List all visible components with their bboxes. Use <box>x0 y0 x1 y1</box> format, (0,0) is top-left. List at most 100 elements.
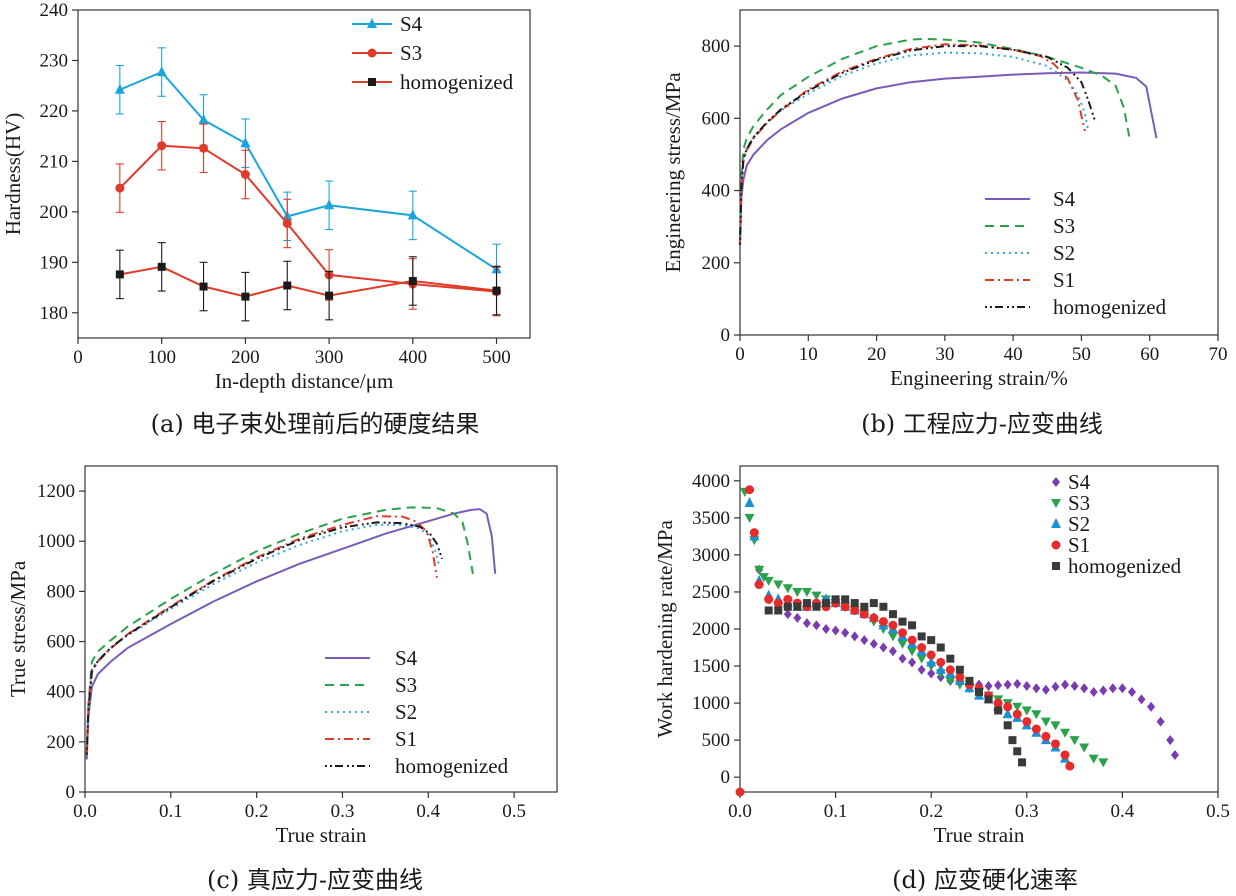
data-point <box>984 695 993 704</box>
data-point <box>908 621 917 630</box>
data-point <box>869 599 878 608</box>
x-tick-label: 0.0 <box>728 801 752 822</box>
data-point <box>198 114 209 125</box>
data-point <box>1127 686 1136 697</box>
x-tick-label: 0.5 <box>1206 801 1230 822</box>
data-point <box>802 618 811 629</box>
data-point <box>754 565 765 575</box>
series-S3 <box>85 506 474 755</box>
data-point <box>492 286 501 295</box>
data-point <box>945 676 956 686</box>
data-point <box>282 218 292 228</box>
y-tick-label: 0 <box>721 767 731 788</box>
legend-label-S2: S2 <box>1068 512 1090 536</box>
data-point <box>1118 683 1127 694</box>
data-point <box>888 610 897 619</box>
data-point <box>773 580 784 590</box>
data-point <box>408 276 417 285</box>
data-point <box>869 613 879 623</box>
data-point <box>859 609 869 619</box>
panel-b-engineering-stress-strain: 0 10 20 30 40 50 60 70 0 200 400 600 800 Engineering … <box>661 9 1228 390</box>
x-tick-label: 0 <box>73 347 83 368</box>
y-tick-label: 800 <box>702 36 731 57</box>
y-tick-label: 1500 <box>692 656 730 677</box>
legend-label-S1: S1 <box>395 727 417 751</box>
y-tick-label: 0 <box>66 782 76 803</box>
x-tick-label: 200 <box>231 347 260 368</box>
data-point <box>955 672 965 682</box>
y-axis-label: True stress/MPa <box>6 560 30 697</box>
data-point <box>1003 721 1012 730</box>
y-tick-label: 1000 <box>692 693 730 714</box>
legend-label-S4: S4 <box>1053 187 1076 211</box>
data-point <box>1098 758 1109 768</box>
series-line-S1 <box>85 515 438 755</box>
legend-label-S1: S1 <box>1068 533 1090 557</box>
data-point <box>1031 724 1041 734</box>
data-point <box>812 602 821 611</box>
series-line-S3 <box>119 144 497 293</box>
data-point <box>783 609 792 620</box>
legend-label-S4: S4 <box>400 12 423 36</box>
data-point <box>1021 706 1032 716</box>
data-point <box>1041 684 1050 695</box>
legend-label-homogenized: homogenized <box>1053 295 1167 319</box>
y-axis-label: Engineering stress/MPa <box>661 72 685 273</box>
data-point <box>783 594 793 604</box>
data-point <box>841 595 850 604</box>
y-tick-label: 180 <box>40 303 69 324</box>
series-S4 <box>85 508 497 760</box>
data-point <box>945 665 955 675</box>
legend-label-S3: S3 <box>1053 214 1075 238</box>
legend-label-S4: S4 <box>1068 470 1091 494</box>
data-point <box>745 485 755 495</box>
series-S3 <box>739 37 1131 238</box>
data-point <box>908 657 917 668</box>
x-tick-label: 60 <box>1140 344 1159 365</box>
data-point <box>1137 694 1146 705</box>
data-point <box>898 628 908 638</box>
data-point <box>1022 717 1032 727</box>
data-point <box>917 664 926 675</box>
series-S4 <box>739 71 1158 245</box>
data-point <box>1060 750 1070 760</box>
x-tick-label: 0.3 <box>1015 801 1039 822</box>
data-point <box>1012 702 1023 712</box>
data-point <box>802 599 811 608</box>
data-point <box>1060 728 1071 738</box>
legend-marker-S4 <box>1052 477 1060 487</box>
x-tick-label: 0.4 <box>1111 801 1135 822</box>
series-S3 <box>115 120 502 317</box>
data-point <box>240 137 251 148</box>
y-tick-label: 1000 <box>37 531 75 552</box>
data-point <box>1089 686 1098 697</box>
data-point <box>1022 681 1031 692</box>
data-point <box>917 632 926 641</box>
y-tick-label: 2000 <box>692 619 730 640</box>
data-point <box>1061 679 1070 690</box>
x-tick-label: 0.2 <box>245 801 269 822</box>
data-point <box>773 598 783 608</box>
data-point <box>763 576 774 586</box>
data-point <box>975 687 983 696</box>
y-tick-label: 3000 <box>692 545 730 566</box>
data-point <box>407 209 418 220</box>
data-point <box>115 270 124 279</box>
data-point <box>879 642 888 653</box>
y-tick-label: 3500 <box>692 508 730 529</box>
data-point <box>1018 758 1027 767</box>
data-point <box>879 602 888 611</box>
data-point <box>1041 731 1051 741</box>
data-point <box>898 653 907 664</box>
x-axis-label: In-depth distance/μm <box>215 369 394 393</box>
data-point <box>840 602 850 612</box>
legend-label-S1: S1 <box>1053 268 1075 292</box>
series-line-S4 <box>85 508 497 760</box>
data-point <box>157 262 166 271</box>
data-point <box>793 612 802 623</box>
data-point <box>744 497 755 508</box>
data-point <box>1051 681 1060 692</box>
data-point <box>157 141 167 151</box>
y-tick-label: 0 <box>721 325 731 346</box>
x-tick-label: 500 <box>482 347 511 368</box>
